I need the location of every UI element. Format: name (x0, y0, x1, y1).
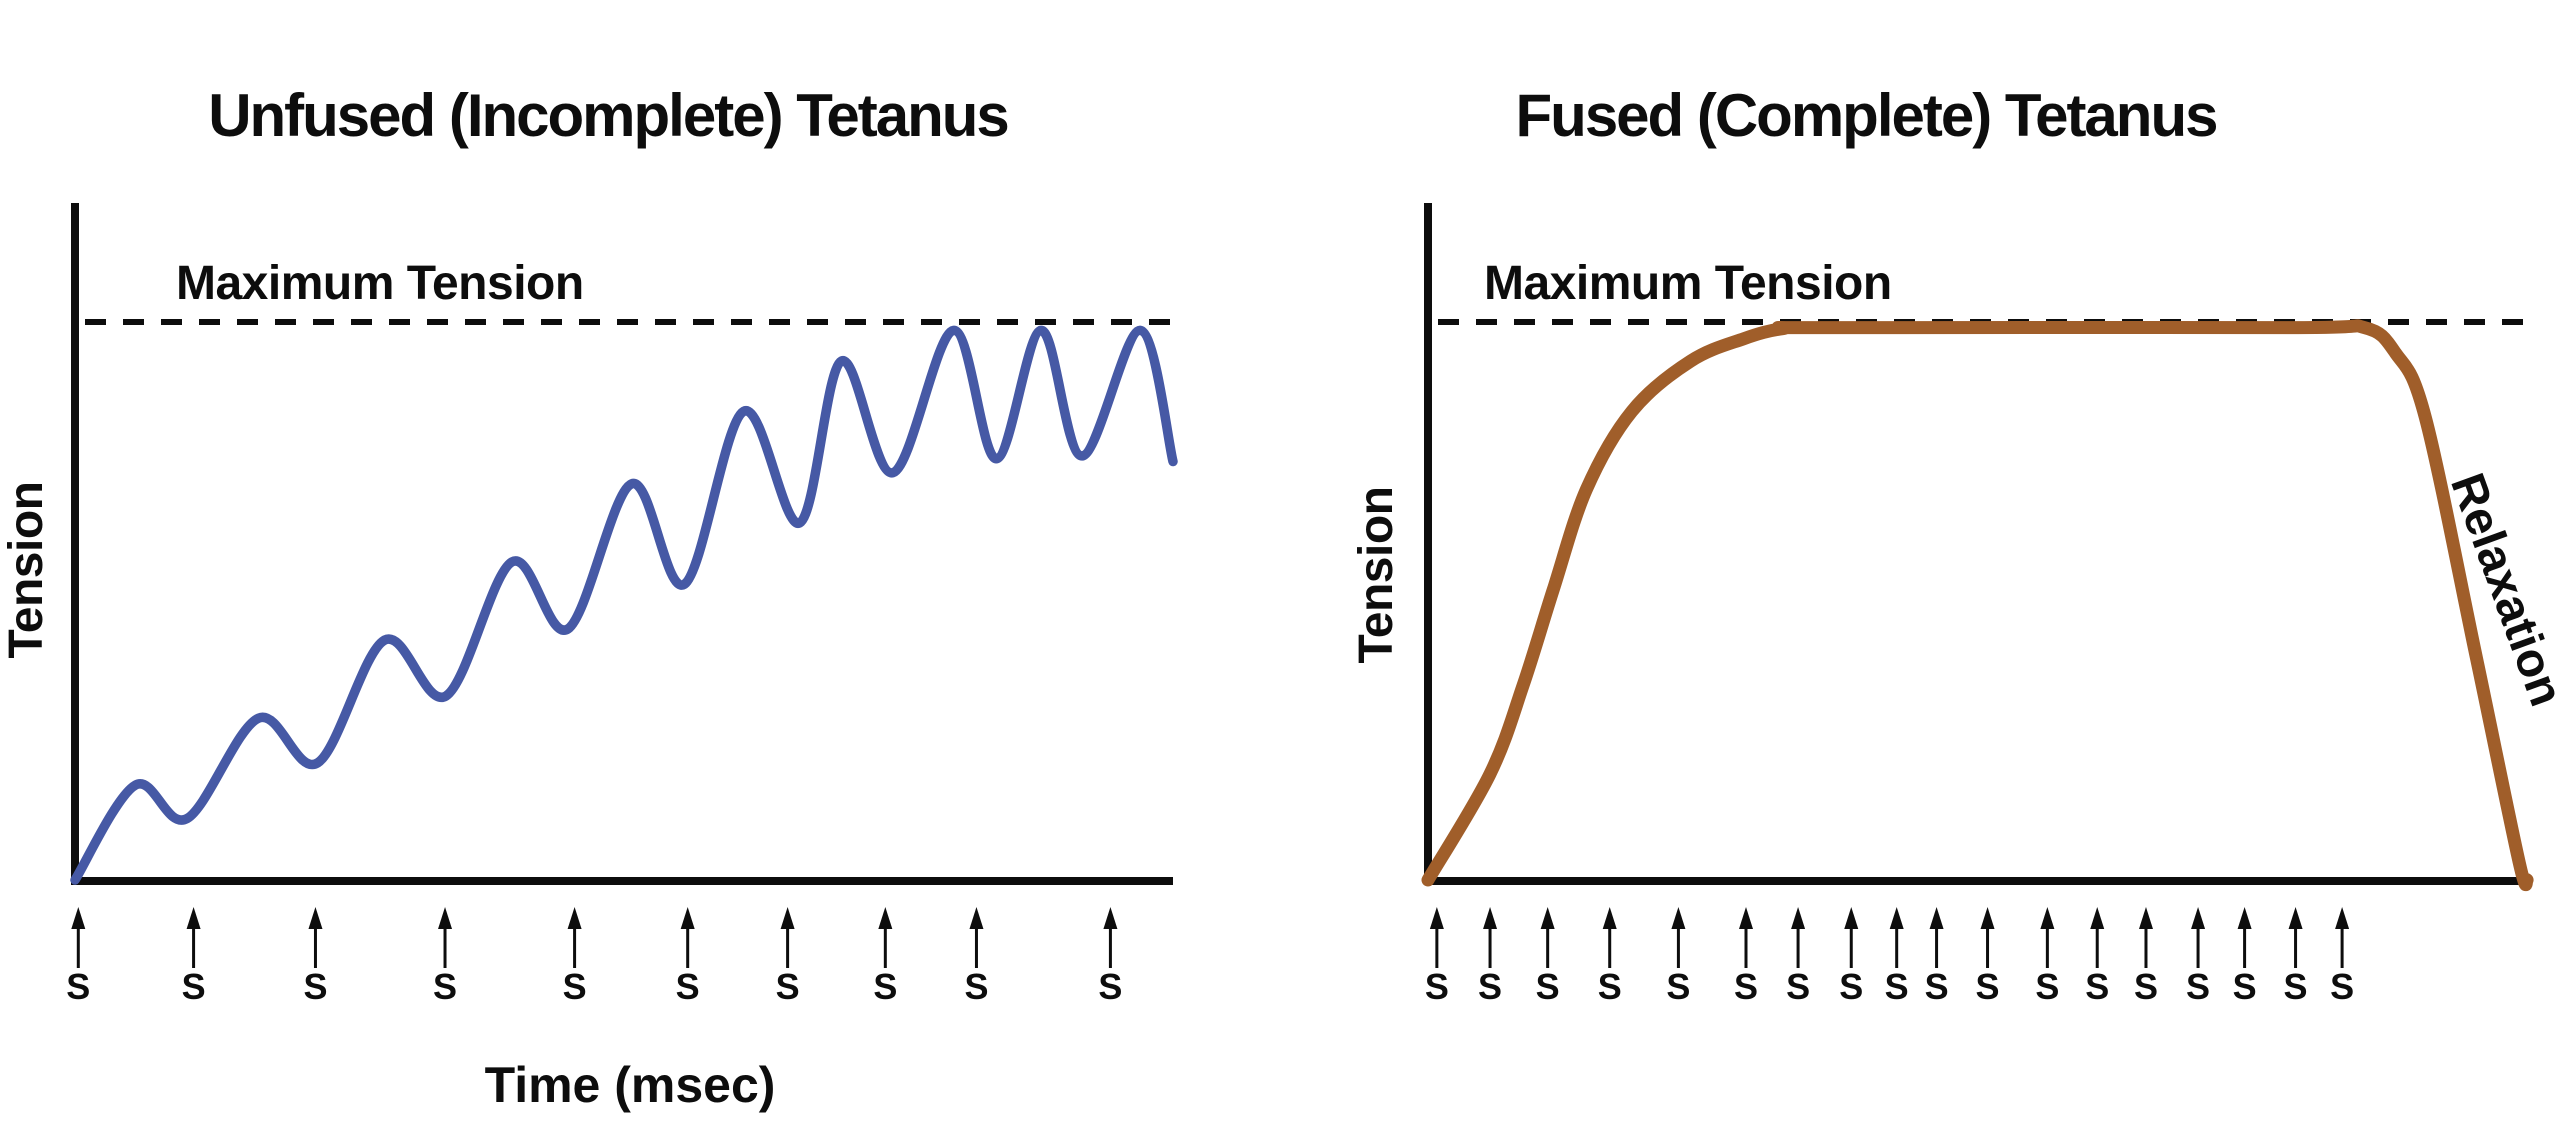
right-tension-curve (1421, 319, 2534, 892)
stimulus-arrowhead-icon (1103, 907, 1118, 929)
stimulus-label: S (2035, 966, 2059, 1007)
stimulus-arrowhead-icon (2288, 907, 2303, 929)
stimulus-label: S (964, 966, 988, 1007)
stimulus-arrowhead-icon (2237, 907, 2252, 929)
stimulus-label: S (2085, 966, 2109, 1007)
stimulus-arrowhead-icon (1429, 907, 1444, 929)
stimulus-arrowhead-icon (2138, 907, 2153, 929)
stimulus-arrowhead-icon (438, 907, 453, 929)
x-axis-label: Time (msec) (484, 1057, 776, 1113)
stimulus-label: S (1098, 966, 1122, 1007)
stimulus-label: S (873, 966, 897, 1007)
stimulus-label: S (2330, 966, 2354, 1007)
stimulus-arrowhead-icon (567, 907, 582, 929)
stimulus-arrowhead-icon (2090, 907, 2105, 929)
stimulus-arrowhead-icon (878, 907, 893, 929)
stimulus-label: S (1598, 966, 1622, 1007)
stimulus-label: S (2186, 966, 2210, 1007)
stimulus-arrowhead-icon (969, 907, 984, 929)
stimulus-arrowhead-icon (1791, 907, 1806, 929)
stimulus-arrowhead-icon (1671, 907, 1686, 929)
left-max-tension-label: Maximum Tension (176, 257, 584, 310)
stimulus-arrowhead-icon (1929, 907, 1944, 929)
stimulus-arrowhead-icon (780, 907, 795, 929)
left-chart-title: Unfused (Incomplete) Tetanus (208, 82, 1010, 149)
stimulus-arrowhead-icon (308, 907, 323, 929)
stimulus-arrowhead-icon (2040, 907, 2055, 929)
stimulus-label: S (1666, 966, 1690, 1007)
stimulus-arrowhead-icon (71, 907, 86, 929)
stimulus-label: S (1478, 966, 1502, 1007)
right-chart-title: Fused (Complete) Tetanus (1515, 82, 2219, 149)
stimulus-arrowhead-icon (1738, 907, 1753, 929)
stimulus-label: S (1839, 966, 1863, 1007)
stimulus-label: S (1885, 966, 1909, 1007)
stimulus-label: S (1786, 966, 1810, 1007)
stimulus-label: S (676, 966, 700, 1007)
stimulus-label: S (1734, 966, 1758, 1007)
stimulus-arrowhead-icon (186, 907, 201, 929)
stimulus-arrowhead-icon (1540, 907, 1555, 929)
stimulus-label: S (1536, 966, 1560, 1007)
stimulus-label: S (1425, 966, 1449, 1007)
left-tension-curve (70, 325, 1178, 885)
stimulus-arrowhead-icon (680, 907, 695, 929)
stimulus-label: S (303, 966, 327, 1007)
stimulus-label: S (182, 966, 206, 1007)
stimulus-arrowhead-icon (1889, 907, 1904, 929)
stimulus-arrowhead-icon (1483, 907, 1498, 929)
right-y-axis-label: Tension (1350, 486, 1403, 664)
stimulus-label: S (776, 966, 800, 1007)
stimulus-arrowhead-icon (1980, 907, 1995, 929)
stimulus-label: S (563, 966, 587, 1007)
stimulus-label: S (1976, 966, 2000, 1007)
stimulus-label: S (2134, 966, 2158, 1007)
stimulus-label: S (66, 966, 90, 1007)
stimulus-label: S (2284, 966, 2308, 1007)
stimulus-label: S (1925, 966, 1949, 1007)
stimulus-label: S (2233, 966, 2257, 1007)
stimulus-arrowhead-icon (2335, 907, 2350, 929)
left-y-axis-label: Tension (0, 481, 53, 659)
right-max-tension-label: Maximum Tension (1484, 257, 1892, 310)
stimulus-label: S (433, 966, 457, 1007)
stimulus-arrowhead-icon (1844, 907, 1859, 929)
stimulus-arrowhead-icon (2191, 907, 2206, 929)
stimulus-arrowhead-icon (1602, 907, 1617, 929)
